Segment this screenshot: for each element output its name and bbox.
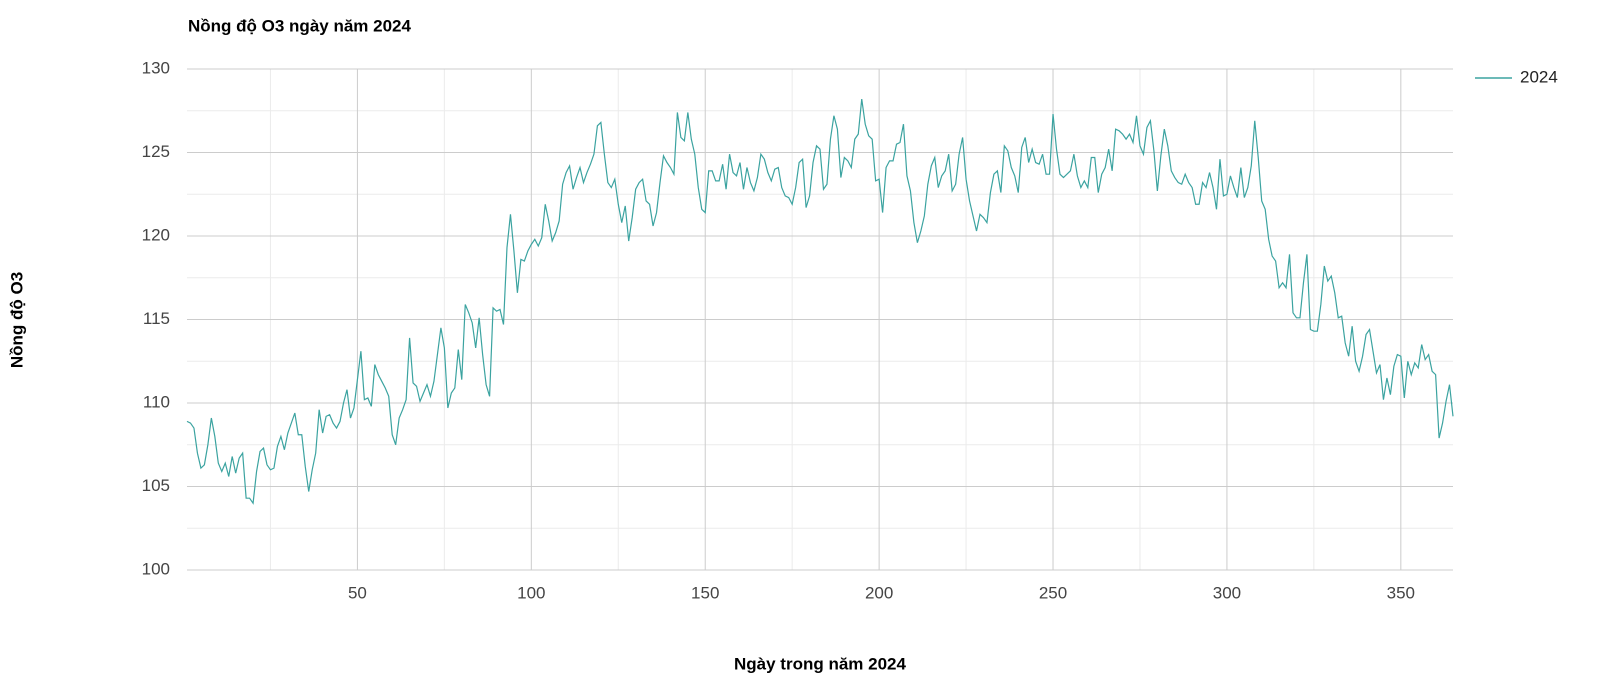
y-axis-label: Nồng độ O3 bbox=[7, 272, 26, 368]
line-series bbox=[186, 98, 1454, 505]
chart-title: Nồng độ O3 ngày năm 2024 bbox=[188, 16, 411, 35]
x-tick-label: 250 bbox=[1039, 583, 1067, 602]
y-tick-label: 105 bbox=[142, 476, 170, 495]
x-tick-label: 300 bbox=[1213, 583, 1241, 602]
y-tick-label: 115 bbox=[143, 309, 170, 328]
x-tick-label: 100 bbox=[517, 583, 545, 602]
y-tick-label: 130 bbox=[142, 58, 170, 77]
plot bbox=[186, 98, 1454, 505]
grid bbox=[187, 68, 1453, 571]
x-tick-label: 350 bbox=[1387, 583, 1415, 602]
x-tick-label: 150 bbox=[691, 583, 719, 602]
x-tick-label: 200 bbox=[865, 583, 893, 602]
y-tick-label: 100 bbox=[142, 559, 170, 578]
x-tick-label: 50 bbox=[348, 583, 367, 602]
y-tick-label: 110 bbox=[143, 392, 170, 411]
y-tick-label: 120 bbox=[142, 225, 170, 244]
y-tick-label: 125 bbox=[142, 142, 170, 161]
legend-label: 2024 bbox=[1520, 67, 1558, 86]
x-axis-label: Ngày trong năm 2024 bbox=[734, 654, 906, 673]
